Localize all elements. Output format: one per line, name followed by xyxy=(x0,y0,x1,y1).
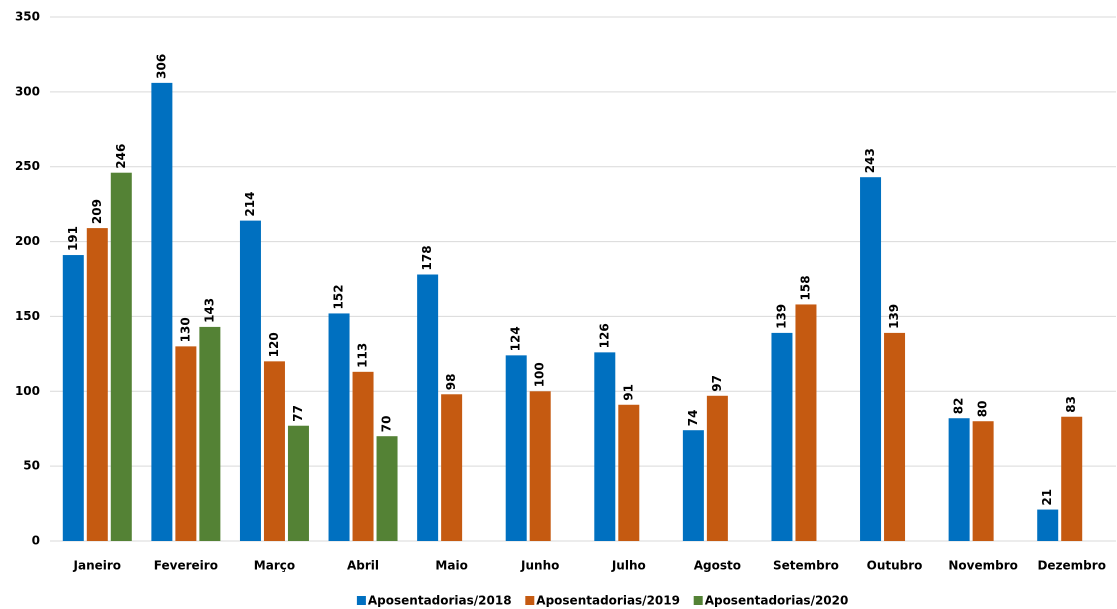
x-tick-label: Fevereiro xyxy=(154,559,218,573)
bar xyxy=(948,418,970,541)
data-label: 70 xyxy=(380,415,394,432)
y-tick-label: 200 xyxy=(15,234,40,248)
x-tick-label: Março xyxy=(254,559,295,573)
data-label: 191 xyxy=(66,226,80,251)
x-tick-label: Setembro xyxy=(773,559,839,573)
data-label: 243 xyxy=(863,148,877,173)
data-label: 77 xyxy=(291,405,305,422)
x-tick-label: Maio xyxy=(435,559,467,573)
data-label: 158 xyxy=(798,275,812,300)
bar xyxy=(771,332,793,541)
bar xyxy=(175,346,197,541)
bar xyxy=(706,395,728,541)
y-tick-label: 50 xyxy=(23,459,40,473)
data-label: 21 xyxy=(1040,489,1054,506)
y-tick-label: 0 xyxy=(32,534,40,548)
bar xyxy=(417,274,439,541)
data-label: 139 xyxy=(887,304,901,329)
data-label: 214 xyxy=(243,192,257,217)
bar xyxy=(441,394,463,541)
bar xyxy=(151,82,173,542)
bar xyxy=(110,172,132,541)
x-tick-label: Novembro xyxy=(948,559,1018,573)
legend-label: Aposentadorias/2020 xyxy=(705,594,849,608)
x-tick-label: Janeiro xyxy=(73,559,122,573)
bar xyxy=(529,391,551,541)
data-label: 97 xyxy=(710,375,724,392)
bar xyxy=(199,326,221,541)
legend-label: Aposentadorias/2019 xyxy=(536,594,680,608)
data-label: 178 xyxy=(420,245,434,270)
y-tick-label: 150 xyxy=(15,309,40,323)
data-label: 113 xyxy=(356,343,370,368)
data-label: 209 xyxy=(90,199,104,224)
bar xyxy=(795,304,817,541)
data-label: 124 xyxy=(509,326,523,351)
data-label: 246 xyxy=(114,144,128,169)
data-label: 80 xyxy=(976,401,990,418)
data-label: 120 xyxy=(267,332,281,357)
legend-swatch xyxy=(693,596,703,605)
bar xyxy=(86,228,108,541)
data-label: 83 xyxy=(1064,396,1078,413)
bar xyxy=(376,436,398,541)
bar xyxy=(328,313,350,541)
data-label: 306 xyxy=(154,54,168,79)
legend-swatch xyxy=(525,596,535,605)
x-tick-label: Dezembro xyxy=(1037,559,1105,573)
bar xyxy=(287,425,309,541)
bar xyxy=(682,430,704,541)
bar xyxy=(884,332,906,541)
bar xyxy=(1061,416,1083,541)
bar xyxy=(1037,509,1059,541)
y-tick-label: 100 xyxy=(15,384,40,398)
data-label: 143 xyxy=(202,298,216,323)
x-tick-label: Abril xyxy=(347,559,379,573)
data-label: 74 xyxy=(686,410,700,427)
y-tick-label: 250 xyxy=(15,159,40,173)
data-label: 98 xyxy=(444,374,458,391)
bar xyxy=(860,177,882,542)
data-label: 126 xyxy=(597,323,611,348)
data-label: 152 xyxy=(332,284,346,309)
bar xyxy=(618,404,640,541)
bar xyxy=(62,255,84,541)
data-label: 91 xyxy=(621,384,635,401)
x-tick-label: Julho xyxy=(611,559,646,573)
x-tick-label: Agosto xyxy=(694,559,741,573)
bar xyxy=(594,352,616,541)
x-tick-label: Junho xyxy=(520,559,559,573)
data-label: 100 xyxy=(533,362,547,387)
data-label: 130 xyxy=(178,317,192,342)
bar xyxy=(263,361,285,541)
data-label: 139 xyxy=(774,304,788,329)
bar xyxy=(352,371,374,541)
bar xyxy=(972,421,994,541)
bar xyxy=(239,220,261,541)
y-tick-label: 300 xyxy=(15,84,40,98)
bar xyxy=(505,355,527,541)
x-tick-label: Outubro xyxy=(867,559,923,573)
y-tick-label: 350 xyxy=(15,10,40,24)
legend-label: Aposentadorias/2018 xyxy=(368,594,512,608)
legend-swatch xyxy=(356,596,366,605)
data-label: 82 xyxy=(952,398,966,415)
